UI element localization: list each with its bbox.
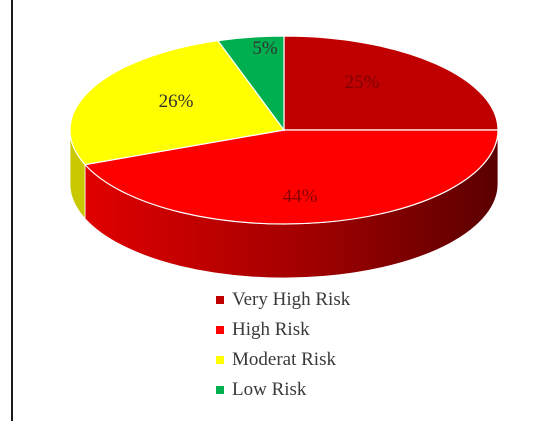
pie-top-face xyxy=(69,35,499,225)
legend-item-very-high-risk: Very High Risk xyxy=(216,285,350,315)
data-label-low-risk: 5% xyxy=(252,38,278,59)
data-label-moderat-risk: 26% xyxy=(159,91,194,112)
legend-item-low-risk: Low Risk xyxy=(216,375,350,405)
legend-item-moderat-risk: Moderat Risk xyxy=(216,345,350,375)
legend-swatch xyxy=(216,296,224,304)
pie-slice-low-risk xyxy=(216,35,285,132)
legend-swatch xyxy=(216,386,224,394)
legend-label: Moderat Risk xyxy=(232,349,336,370)
legend-swatch xyxy=(216,326,224,334)
legend-label: Low Risk xyxy=(232,379,307,400)
legend-swatch xyxy=(216,356,224,364)
pie-slice-high-risk xyxy=(83,129,499,225)
pie-slice-moderat-risk xyxy=(69,39,286,166)
pie-slice-very-high-risk xyxy=(283,35,499,131)
pie-data-labels: 25% 44% 26% 5% xyxy=(159,38,380,207)
data-label-high-risk: 44% xyxy=(283,186,318,207)
chart-legend: Very High Risk High Risk Moderat Risk Lo… xyxy=(216,285,350,405)
legend-item-high-risk: High Risk xyxy=(216,315,350,345)
data-label-very-high-risk: 25% xyxy=(345,72,380,93)
legend-label: High Risk xyxy=(232,319,310,340)
pie-chart: 25% 44% 26% 5% xyxy=(69,35,499,279)
left-border-line xyxy=(11,0,13,421)
legend-label: Very High Risk xyxy=(232,289,351,310)
